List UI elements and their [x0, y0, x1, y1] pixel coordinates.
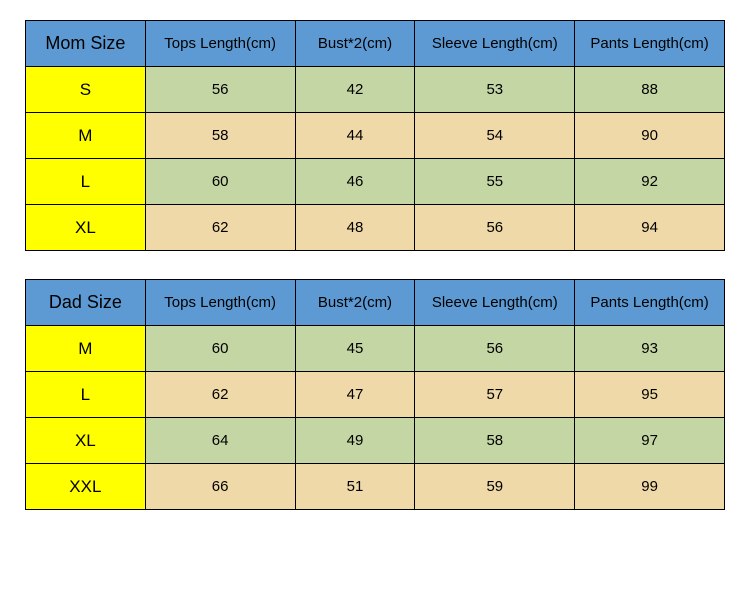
value-cell: 56 [415, 326, 575, 372]
value-cell: 56 [145, 67, 295, 113]
size-cell: XXL [26, 464, 146, 510]
value-cell: 55 [415, 159, 575, 205]
value-cell: 51 [295, 464, 415, 510]
size-table-1: Dad SizeTops Length(cm)Bust*2(cm)Sleeve … [25, 279, 725, 510]
size-cell: L [26, 159, 146, 205]
table-row: XL62485694 [26, 205, 725, 251]
table-row: L62475795 [26, 372, 725, 418]
size-cell: XL [26, 205, 146, 251]
table-header-row: Mom SizeTops Length(cm)Bust*2(cm)Sleeve … [26, 21, 725, 67]
value-cell: 53 [415, 67, 575, 113]
table-row: M58445490 [26, 113, 725, 159]
value-cell: 44 [295, 113, 415, 159]
table-row: M60455693 [26, 326, 725, 372]
value-cell: 66 [145, 464, 295, 510]
value-cell: 58 [415, 418, 575, 464]
value-cell: 56 [415, 205, 575, 251]
value-cell: 48 [295, 205, 415, 251]
size-cell: M [26, 326, 146, 372]
value-cell: 46 [295, 159, 415, 205]
value-cell: 45 [295, 326, 415, 372]
tables-container: Mom SizeTops Length(cm)Bust*2(cm)Sleeve … [25, 20, 725, 510]
value-cell: 62 [145, 372, 295, 418]
column-header: Tops Length(cm) [145, 280, 295, 326]
value-cell: 60 [145, 159, 295, 205]
value-cell: 58 [145, 113, 295, 159]
value-cell: 49 [295, 418, 415, 464]
value-cell: 59 [415, 464, 575, 510]
value-cell: 90 [575, 113, 725, 159]
column-header: Pants Length(cm) [575, 280, 725, 326]
value-cell: 57 [415, 372, 575, 418]
column-header: Bust*2(cm) [295, 21, 415, 67]
value-cell: 97 [575, 418, 725, 464]
table-row: L60465592 [26, 159, 725, 205]
size-table-0: Mom SizeTops Length(cm)Bust*2(cm)Sleeve … [25, 20, 725, 251]
size-cell: M [26, 113, 146, 159]
column-header: Tops Length(cm) [145, 21, 295, 67]
value-cell: 99 [575, 464, 725, 510]
value-cell: 88 [575, 67, 725, 113]
size-cell: L [26, 372, 146, 418]
value-cell: 62 [145, 205, 295, 251]
value-cell: 47 [295, 372, 415, 418]
value-cell: 64 [145, 418, 295, 464]
column-header: Pants Length(cm) [575, 21, 725, 67]
column-header: Sleeve Length(cm) [415, 280, 575, 326]
corner-header: Dad Size [26, 280, 146, 326]
corner-header: Mom Size [26, 21, 146, 67]
table-header-row: Dad SizeTops Length(cm)Bust*2(cm)Sleeve … [26, 280, 725, 326]
table-row: XL64495897 [26, 418, 725, 464]
value-cell: 93 [575, 326, 725, 372]
value-cell: 54 [415, 113, 575, 159]
value-cell: 92 [575, 159, 725, 205]
value-cell: 95 [575, 372, 725, 418]
table-row: S56425388 [26, 67, 725, 113]
size-cell: S [26, 67, 146, 113]
size-cell: XL [26, 418, 146, 464]
value-cell: 60 [145, 326, 295, 372]
value-cell: 42 [295, 67, 415, 113]
table-row: XXL66515999 [26, 464, 725, 510]
column-header: Sleeve Length(cm) [415, 21, 575, 67]
value-cell: 94 [575, 205, 725, 251]
column-header: Bust*2(cm) [295, 280, 415, 326]
